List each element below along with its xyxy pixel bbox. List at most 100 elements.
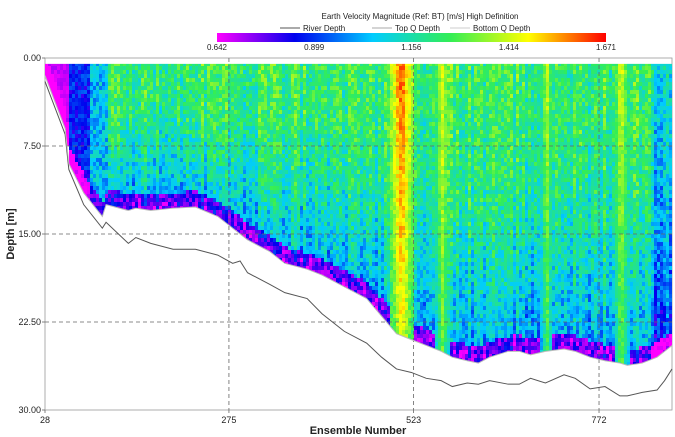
heatmap-cell [171, 170, 174, 174]
heatmap-cell [156, 174, 159, 178]
heatmap-cell [327, 206, 330, 210]
heatmap-cell [360, 102, 363, 106]
heatmap-cell [249, 202, 252, 206]
heatmap-cell [228, 142, 231, 146]
heatmap-cell [63, 110, 66, 114]
heatmap-cell [348, 158, 351, 162]
heatmap-cell [246, 190, 249, 194]
heatmap-cell [366, 98, 369, 102]
heatmap-cell [381, 126, 384, 130]
heatmap-cell [138, 198, 141, 202]
heatmap-cell [348, 126, 351, 130]
heatmap-cell [315, 234, 318, 238]
heatmap-cell [306, 230, 309, 234]
heatmap-cell [255, 134, 258, 138]
heatmap-cell [321, 230, 324, 234]
heatmap-cell [213, 174, 216, 178]
heatmap-cell [378, 82, 381, 86]
heatmap-cell [276, 94, 279, 98]
heatmap-cell [135, 190, 138, 194]
heatmap-cell [135, 194, 138, 198]
heatmap-cell [363, 174, 366, 178]
heatmap-cell [171, 186, 174, 190]
heatmap-cell [255, 138, 258, 142]
heatmap-cell [261, 94, 264, 98]
heatmap-cell [66, 63, 69, 66]
heatmap-cell [381, 63, 384, 66]
heatmap-cell [138, 178, 141, 182]
heatmap-cell [375, 78, 378, 82]
heatmap-cell [351, 194, 354, 198]
heatmap-cell [309, 138, 312, 142]
heatmap-cell [342, 150, 345, 154]
heatmap-cell [108, 142, 111, 146]
heatmap-cell [201, 158, 204, 162]
heatmap-cell [336, 74, 339, 78]
heatmap-cell [345, 206, 348, 210]
heatmap-cell [318, 258, 321, 262]
heatmap-cell [291, 110, 294, 114]
heatmap-cell [279, 102, 282, 106]
heatmap-cell [132, 82, 135, 86]
heatmap-cell [255, 70, 258, 74]
heatmap-cell [138, 162, 141, 166]
heatmap-cell [336, 214, 339, 218]
heatmap-cell [354, 210, 357, 214]
heatmap-cell [363, 258, 366, 262]
heatmap-cell [348, 66, 351, 70]
heatmap-cell [378, 266, 381, 270]
heatmap-cell [75, 110, 78, 114]
heatmap-cell [186, 162, 189, 166]
heatmap-cell [219, 130, 222, 134]
heatmap-cell [153, 174, 156, 178]
heatmap-cell [207, 154, 210, 158]
heatmap-cell [225, 146, 228, 150]
heatmap-cell [123, 63, 126, 66]
heatmap-cell [228, 210, 231, 214]
heatmap-cell [210, 178, 213, 182]
heatmap-cell [288, 66, 291, 70]
heatmap-cell [312, 134, 315, 138]
heatmap-cell [129, 146, 132, 150]
heatmap-cell [381, 94, 384, 98]
heatmap-cell [285, 66, 288, 70]
heatmap-cell [195, 198, 198, 202]
heatmap-cell [333, 78, 336, 82]
heatmap-cell [297, 178, 300, 182]
heatmap-cell [228, 166, 231, 170]
heatmap-cell [363, 242, 366, 246]
heatmap-cell [234, 134, 237, 138]
heatmap-cell [249, 130, 252, 134]
heatmap-cell [147, 198, 150, 202]
heatmap-cell [303, 226, 306, 230]
heatmap-cell [360, 126, 363, 130]
heatmap-cell [174, 86, 177, 90]
heatmap-cell [369, 114, 372, 118]
heatmap-cell [99, 186, 102, 190]
heatmap-cell [129, 106, 132, 110]
heatmap-cell [324, 138, 327, 142]
heatmap-cell [108, 66, 111, 70]
heatmap-cell [369, 162, 372, 166]
heatmap-cell [108, 198, 111, 202]
heatmap-cell [132, 122, 135, 126]
heatmap-cell [279, 230, 282, 234]
heatmap-cell [156, 138, 159, 142]
heatmap-cell [324, 262, 327, 266]
heatmap-cell [276, 98, 279, 102]
heatmap-cell [174, 114, 177, 118]
heatmap-cell [291, 214, 294, 218]
heatmap-cell [105, 106, 108, 110]
heatmap-cell [69, 90, 72, 94]
heatmap-cell [279, 162, 282, 166]
heatmap-cell [255, 110, 258, 114]
heatmap-cell [213, 146, 216, 150]
heatmap-cell [120, 206, 123, 210]
heatmap-cell [141, 82, 144, 86]
heatmap-cell [153, 186, 156, 190]
heatmap-cell [147, 78, 150, 82]
heatmap-cell [180, 126, 183, 130]
heatmap-cell [159, 78, 162, 82]
heatmap-cell [294, 206, 297, 210]
heatmap-cell [87, 86, 90, 90]
